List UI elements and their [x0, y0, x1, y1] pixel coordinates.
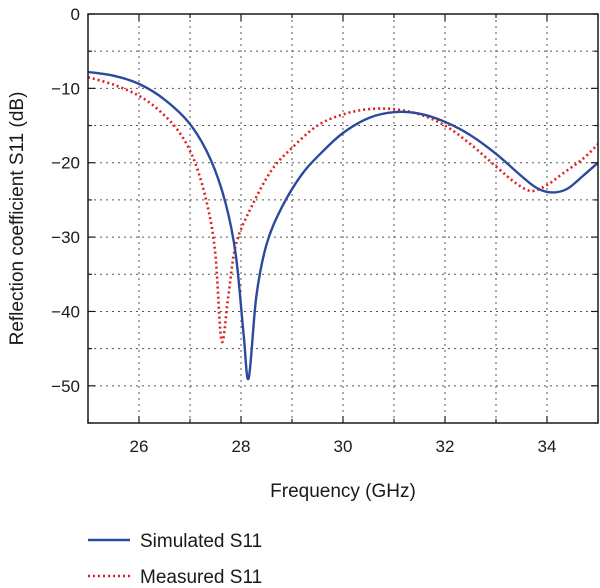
axis-ticks	[87, 13, 599, 424]
y-tick-label: −40	[51, 302, 80, 321]
x-tick-label: 26	[130, 437, 149, 456]
tick-labels: 26 28 30 32 34 0 −10 −20 −30 −40 −50	[51, 5, 556, 456]
x-tick-label: 34	[538, 437, 557, 456]
y-tick-label: −30	[51, 228, 80, 247]
simulated-s11-line	[87, 70, 599, 381]
x-tick-label: 28	[232, 437, 251, 456]
y-axis-label: Reflection coefficient S11 (dB)	[7, 92, 28, 346]
grid-lines	[88, 14, 598, 423]
series-layer	[87, 70, 599, 381]
y-tick-label: −50	[51, 377, 80, 396]
legend-label-simulated-s11: Simulated S11	[140, 531, 262, 552]
legend: Simulated S11 Measured S11	[88, 531, 262, 588]
legend-label-measured-s11: Measured S11	[140, 567, 262, 588]
x-tick-label: 32	[436, 437, 455, 456]
y-tick-label: 0	[71, 5, 80, 24]
y-tick-label: −20	[51, 154, 80, 173]
x-axis-label: Frequency (GHz)	[270, 481, 416, 502]
measured-s11-line	[87, 75, 599, 344]
x-tick-label: 30	[334, 437, 353, 456]
y-tick-label: −10	[51, 79, 80, 98]
